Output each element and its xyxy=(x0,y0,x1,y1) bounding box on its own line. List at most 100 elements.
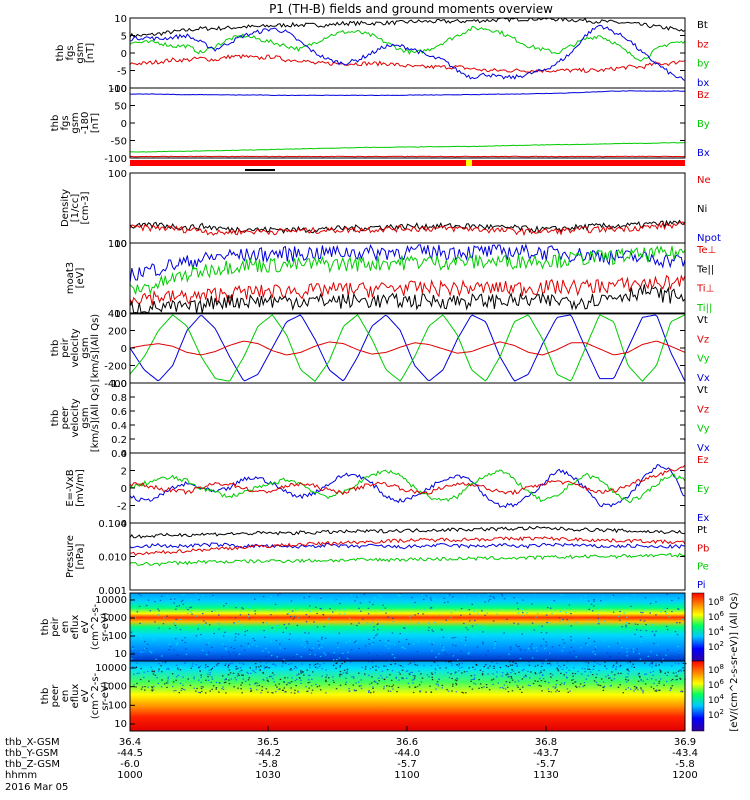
spectrogram-speckle xyxy=(157,682,160,685)
spectrogram-speckle xyxy=(651,663,653,665)
spectrogram-speckle xyxy=(360,685,362,687)
spectrogram-speckle xyxy=(368,661,370,663)
legend-Ti⊥: Ti⊥ xyxy=(696,284,714,295)
spectrogram-speckle xyxy=(511,679,514,681)
spectrogram-speckle xyxy=(625,676,627,678)
spectrogram-speckle xyxy=(680,631,682,633)
spectrogram-speckle xyxy=(625,681,628,683)
spectrogram-speckle xyxy=(358,607,360,609)
spectrogram-speckle xyxy=(484,597,487,599)
spectrogram-speckle xyxy=(143,640,146,643)
spectrogram-speckle xyxy=(434,621,436,624)
legend-Vy: Vy xyxy=(697,354,710,365)
spectrogram-speckle xyxy=(316,667,319,669)
spectrogram-speckle xyxy=(339,676,341,678)
spectrogram-speckle xyxy=(568,625,570,627)
spectrogram-speckle xyxy=(308,674,311,677)
spectrogram-speckle xyxy=(633,690,635,692)
ylabel-line: eflux xyxy=(70,684,81,709)
ylabel-line: peir xyxy=(60,337,71,357)
spectrogram-speckle xyxy=(681,618,683,620)
spectrogram-speckle xyxy=(667,649,669,651)
spectrogram-speckle xyxy=(304,632,306,634)
ylabel-line: gsm xyxy=(80,407,91,428)
spectrogram-speckle xyxy=(635,686,637,688)
ylabel-line: fgs xyxy=(65,45,76,60)
spectrogram-speckle xyxy=(353,641,356,643)
spectrogram-speckle xyxy=(448,661,450,663)
spectrogram-speckle xyxy=(148,605,151,607)
spectrogram-speckle xyxy=(456,631,458,633)
spectrogram-speckle xyxy=(197,639,199,641)
spectrogram-speckle xyxy=(291,603,293,605)
spectrogram-speckle xyxy=(314,654,316,656)
spectrogram-speckle xyxy=(207,651,210,654)
spectrogram-speckle xyxy=(555,684,558,686)
spectrogram-speckle xyxy=(586,626,588,628)
spectrogram-speckle xyxy=(224,647,227,649)
spectrogram-speckle xyxy=(228,651,230,653)
spectrogram-speckle xyxy=(332,664,335,666)
spectrogram-speckle xyxy=(474,620,476,622)
spectrogram-speckle xyxy=(563,683,565,685)
spectrogram-speckle xyxy=(640,614,643,616)
spectrogram-speckle xyxy=(225,678,227,680)
spectrogram-speckle xyxy=(643,609,645,611)
colorbar-label: [eV/(cm^2-s-sr-eV)] (All Qs) xyxy=(729,592,740,731)
spectrogram-speckle xyxy=(560,672,562,674)
spectrogram-speckle xyxy=(462,634,464,636)
spectrogram-speckle xyxy=(573,640,575,642)
spectrogram-speckle xyxy=(132,648,134,650)
spectrogram-speckle xyxy=(385,612,387,614)
spectrogram-speckle xyxy=(132,666,134,668)
spectrogram-speckle xyxy=(139,594,141,596)
spectrogram-speckle xyxy=(518,645,520,648)
spectrogram-speckle xyxy=(463,595,465,597)
spectrogram-speckle xyxy=(545,632,548,634)
spectrogram-speckle xyxy=(355,640,357,642)
spectrogram-speckle xyxy=(639,629,642,631)
spectrogram-speckle xyxy=(481,673,484,675)
spectrogram-speckle xyxy=(603,603,605,605)
spectrogram-speckle xyxy=(359,602,362,604)
spectrogram-speckle xyxy=(430,606,433,608)
spectrogram-speckle xyxy=(305,614,308,616)
spectrogram-speckle xyxy=(540,631,543,634)
legend-Bz: Bz xyxy=(697,90,709,101)
spectrogram-speckle xyxy=(559,620,561,622)
spectrogram-speckle xyxy=(540,665,543,667)
spectrogram-speckle xyxy=(419,690,422,692)
spectrogram-speckle xyxy=(626,651,628,653)
spectrogram-speckle xyxy=(401,646,403,649)
spectrogram-speckle xyxy=(248,677,251,679)
spectrogram-speckle xyxy=(615,628,617,630)
spectrogram-speckle xyxy=(290,668,292,670)
spectrogram-speckle xyxy=(655,663,657,665)
xaxis-value: -44.5 xyxy=(117,748,143,759)
spectrogram-speckle xyxy=(201,649,204,651)
spectrogram-speckle xyxy=(335,667,337,669)
spectrogram-speckle xyxy=(653,634,656,637)
spectrogram-speckle xyxy=(248,618,251,620)
spectrogram-speckle xyxy=(218,614,220,616)
spectrogram-speckle xyxy=(234,636,237,638)
spectrogram-speckle xyxy=(365,599,367,601)
ylabel-line: [mV/m] xyxy=(75,469,86,507)
legend-bz: bz xyxy=(697,39,709,50)
spectrogram-speckle xyxy=(493,597,496,599)
spectrogram-speckle xyxy=(390,663,392,666)
spectrogram-speckle xyxy=(401,669,404,671)
spectrogram-speckle xyxy=(566,688,569,690)
spectrogram-speckle xyxy=(501,595,504,597)
spectrogram-speckle xyxy=(519,688,521,690)
spectrogram-speckle xyxy=(166,595,169,597)
ytick-label: 10 xyxy=(114,309,127,320)
spectrogram-speckle xyxy=(177,667,179,669)
xaxis-value: -5.8 xyxy=(258,759,278,770)
spectrogram-speckle xyxy=(318,666,321,668)
spectrogram-speckle xyxy=(161,662,164,664)
spectrogram-speckle xyxy=(672,672,675,674)
spectrogram-speckle xyxy=(153,670,155,672)
ytick-label: 10 xyxy=(114,14,127,25)
spectrogram-speckle xyxy=(411,671,413,673)
